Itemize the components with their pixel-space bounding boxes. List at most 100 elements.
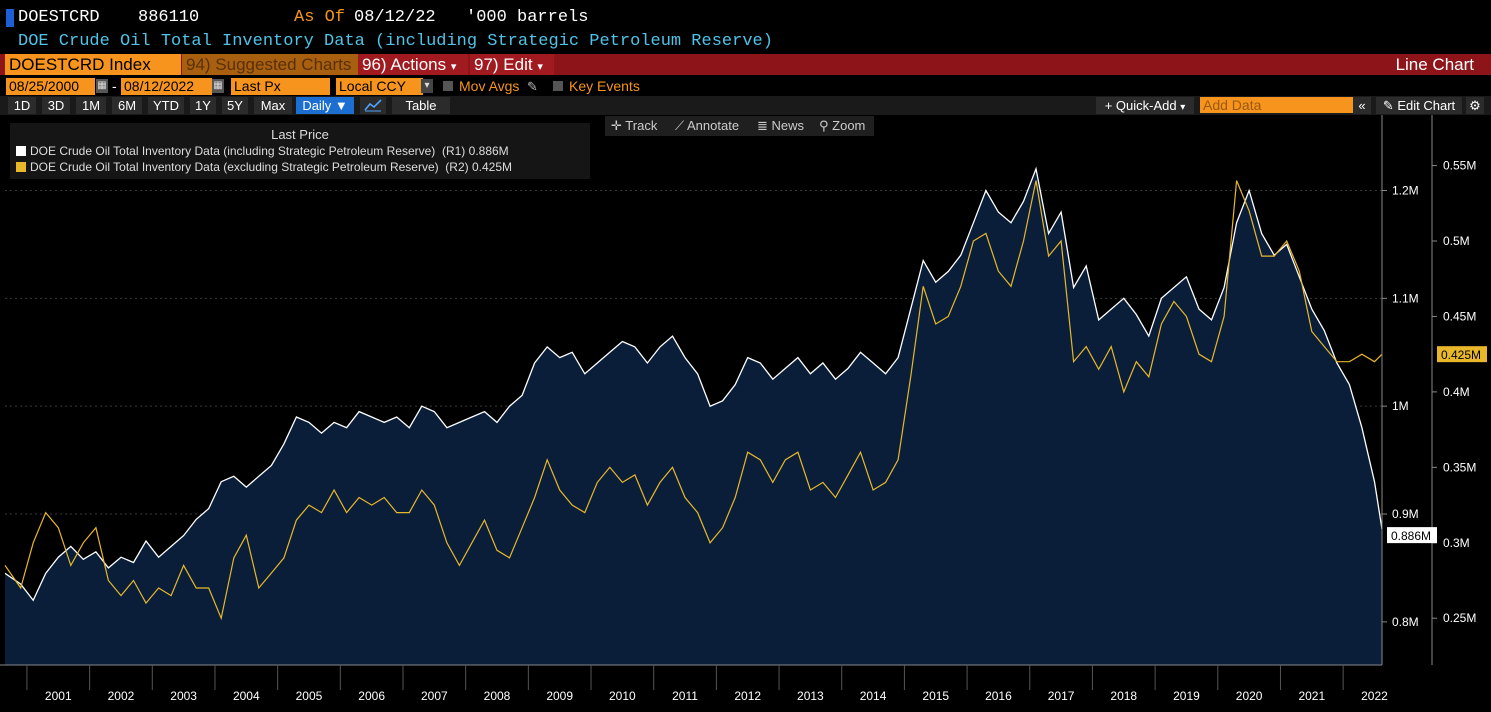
y-axis-right: 0.8M 0.9M 1M 1.1M 1.2M 0.25M 0.3M 0.35M 0.4M 0.45… <box>1381 115 1476 665</box>
y2-tick-label: 0.55M <box>1443 159 1476 173</box>
key-events-checkbox[interactable] <box>553 81 563 91</box>
zoom-tool[interactable]: ⚲ Zoom <box>819 118 865 134</box>
x-tick-label: 2019 <box>1173 689 1200 703</box>
line-chart-icon <box>364 99 382 112</box>
legend-value: 0.886M <box>468 144 509 158</box>
x-tick-label: 2022 <box>1361 689 1388 703</box>
collapse-icon[interactable]: « <box>1353 97 1371 114</box>
security-field[interactable]: DOESTCRD Index <box>5 54 181 75</box>
quick-add-button[interactable]: + Quick-Add ▾ <box>1096 97 1194 114</box>
as-of-date: 08/12/22 <box>354 8 436 27</box>
x-tick-label: 2021 <box>1298 689 1325 703</box>
command-bar: DOESTCRD Index 94) Suggested Charts 96) … <box>0 54 1491 75</box>
x-tick-label: 2006 <box>358 689 385 703</box>
y2-tick-label: 0.25M <box>1443 611 1476 625</box>
track-label: Track <box>625 118 658 133</box>
x-tick-label: 2003 <box>170 689 197 703</box>
annotate-label: Annotate <box>687 118 740 133</box>
magnifier-icon: ⚲ <box>819 118 829 133</box>
chart-toolbar: ✛ Track ⟋ Annotate ≣ News ⚲ Zoom <box>605 116 874 136</box>
pencil-icon: ✎ <box>1382 98 1394 113</box>
edit-chart-label: Edit Chart <box>1397 98 1456 113</box>
news-icon: ≣ <box>757 118 768 133</box>
y2-tick-label: 0.35M <box>1443 460 1476 474</box>
last-value-badge-r1 <box>1387 527 1437 544</box>
x-tick-label: 2015 <box>922 689 949 703</box>
range-max[interactable]: Max <box>254 97 292 114</box>
range-6m[interactable]: 6M <box>112 97 142 114</box>
current-value: 886110 <box>138 8 200 27</box>
pencil-icon[interactable]: ✎ <box>527 79 538 94</box>
actions-label: 96) Actions <box>362 55 447 74</box>
legend-item-series1[interactable]: DOE Crude Oil Total Inventory Data (incl… <box>16 144 509 158</box>
legend-item-series2[interactable]: DOE Crude Oil Total Inventory Data (excl… <box>16 160 512 174</box>
mov-avgs-label: Mov Avgs <box>459 78 520 94</box>
edit-menu[interactable]: 97) Edit ▾ <box>470 54 554 75</box>
y2-tick-label: 0.4M <box>1443 385 1470 399</box>
legend-label: DOE Crude Oil Total Inventory Data (excl… <box>30 160 439 174</box>
legend: Last Price DOE Crude Oil Total Inventory… <box>10 123 590 179</box>
y1-tick-label: 1.2M <box>1392 183 1419 197</box>
period-select[interactable]: Daily ▼ <box>296 97 354 114</box>
news-tool[interactable]: ≣ News <box>757 118 804 134</box>
chart-type-label: Line Chart <box>1395 55 1474 74</box>
track-tool[interactable]: ✛ Track <box>611 118 657 134</box>
start-date-field[interactable]: 08/25/2000 <box>6 78 95 95</box>
legend-axis: (R1) <box>441 144 466 158</box>
ticker: DOESTCRD <box>18 8 100 27</box>
x-tick-label: 2008 <box>484 689 511 703</box>
series1-area <box>5 168 1382 665</box>
news-label: News <box>771 118 805 133</box>
actions-menu[interactable]: 96) Actions ▾ <box>358 54 468 75</box>
pencil-icon: ⟋ <box>675 118 685 133</box>
calendar-icon[interactable]: ▦ <box>96 79 108 93</box>
edit-chart-button[interactable]: ✎ Edit Chart <box>1376 97 1462 114</box>
x-tick-label: 2014 <box>860 689 887 703</box>
mov-avgs-checkbox[interactable] <box>443 81 453 91</box>
y1-tick-label: 0.8M <box>1392 615 1419 629</box>
controls-row: 08/25/2000 ▦ - 08/12/2022 ▦ Last Px Loca… <box>0 78 1491 96</box>
range-3d[interactable]: 3D <box>42 97 70 114</box>
line-chart[interactable]: 2001 2002 2003 2004 2005 2006 2007 2008 2009 2010… <box>0 115 1491 707</box>
calendar-icon[interactable]: ▦ <box>212 79 224 93</box>
quick-add-label: + Quick-Add <box>1104 98 1177 113</box>
y1-tick-label: 0.9M <box>1392 507 1419 521</box>
header-row: DOESTCRD 886110 As Of 08/12/22 '000 barr… <box>0 6 1491 30</box>
series1-line <box>4 166 1383 602</box>
chart-area[interactable]: 2001 2002 2003 2004 2005 2006 2007 2008 2009 2010… <box>0 115 1491 707</box>
end-date-field[interactable]: 08/12/2022 <box>121 78 212 95</box>
table-button[interactable]: Table <box>392 97 450 114</box>
range-1y[interactable]: 1Y <box>190 97 216 114</box>
field-select[interactable]: Last Px <box>231 78 330 95</box>
x-tick-label: 2007 <box>421 689 448 703</box>
range-ytd[interactable]: YTD <box>148 97 184 114</box>
chevron-down-icon: ▾ <box>1180 102 1186 113</box>
x-axis: 2001 2002 2003 2004 2005 2006 2007 2008 2009 2010… <box>0 664 1388 703</box>
dropdown-arrow-icon[interactable]: ▾ <box>421 79 433 93</box>
range-1m[interactable]: 1M <box>76 97 106 114</box>
x-tick-label: 2017 <box>1048 689 1075 703</box>
currency-select[interactable]: Local CCY <box>336 78 423 95</box>
y1-tick-label: 1.1M <box>1392 291 1419 305</box>
y2-tick-label: 0.45M <box>1443 309 1476 323</box>
gear-icon[interactable]: ⚙ <box>1466 97 1484 114</box>
x-tick-label: 2002 <box>108 689 135 703</box>
annotate-tool[interactable]: ⟋ Annotate <box>675 118 739 134</box>
range-5y[interactable]: 5Y <box>222 97 248 114</box>
x-tick-label: 2013 <box>797 689 824 703</box>
x-tick-label: 2001 <box>45 689 72 703</box>
legend-label: DOE Crude Oil Total Inventory Data (incl… <box>30 144 436 158</box>
x-tick-label: 2018 <box>1110 689 1137 703</box>
x-tick-label: 2012 <box>734 689 761 703</box>
add-data-input[interactable]: Add Data <box>1200 97 1353 113</box>
zoom-label: Zoom <box>832 118 866 133</box>
suggested-charts-button[interactable]: 94) Suggested Charts <box>182 54 358 75</box>
legend-title: Last Price <box>271 127 329 142</box>
ticker-marker <box>6 9 14 27</box>
x-tick-label: 2010 <box>609 689 636 703</box>
range-1d[interactable]: 1D <box>8 97 36 114</box>
last-value-labels: 0.886M 0.425M <box>1387 346 1487 544</box>
last-value-label-r1: 0.886M <box>1391 529 1431 543</box>
legend-value: 0.425M <box>471 160 513 174</box>
chart-style-button[interactable] <box>360 97 386 114</box>
